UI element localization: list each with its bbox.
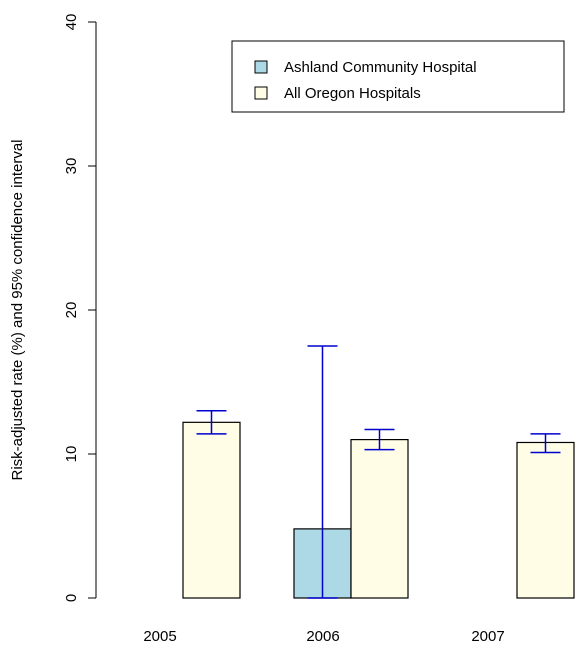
- y-tick-label: 30: [63, 158, 80, 175]
- y-axis: 0 10 20 30 40: [63, 14, 97, 602]
- x-tick-labels: 2005 2006 2007: [143, 628, 504, 645]
- bar-oregon-2007: [516, 441, 575, 599]
- legend-swatch-oregon: [254, 86, 268, 100]
- legend-label-ashland: Ashland Community Hospital: [284, 59, 477, 76]
- error-bar-ashland-2006: [307, 345, 338, 599]
- y-tick-label: 40: [63, 14, 80, 31]
- bars: [182, 421, 575, 599]
- bar-oregon-2005: [182, 421, 241, 599]
- y-tick-label: 20: [63, 302, 80, 319]
- y-axis-title: Risk-adjusted rate (%) and 95% confidenc…: [9, 139, 26, 480]
- bar-oregon-2006: [350, 439, 409, 599]
- x-tick-label-2006: 2006: [306, 628, 339, 645]
- legend-box: [231, 40, 565, 113]
- y-tick-label: 10: [63, 446, 80, 463]
- legend-items: Ashland Community Hospital All Oregon Hos…: [254, 59, 477, 102]
- legend-swatch-ashland: [254, 60, 268, 74]
- legend-label-oregon: All Oregon Hospitals: [284, 85, 421, 102]
- error-bar-oregon-2007: [530, 433, 561, 454]
- error-bar-oregon-2006: [364, 428, 395, 451]
- error-bars: [196, 345, 561, 599]
- x-tick-label-2007: 2007: [471, 628, 504, 645]
- y-tick-label: 0: [63, 594, 80, 602]
- legend: Ashland Community Hospital All Oregon Hos…: [231, 40, 565, 113]
- x-tick-label-2005: 2005: [143, 628, 176, 645]
- error-bar-oregon-2005: [196, 410, 227, 435]
- y-ticks: 0 10 20 30 40: [63, 14, 96, 602]
